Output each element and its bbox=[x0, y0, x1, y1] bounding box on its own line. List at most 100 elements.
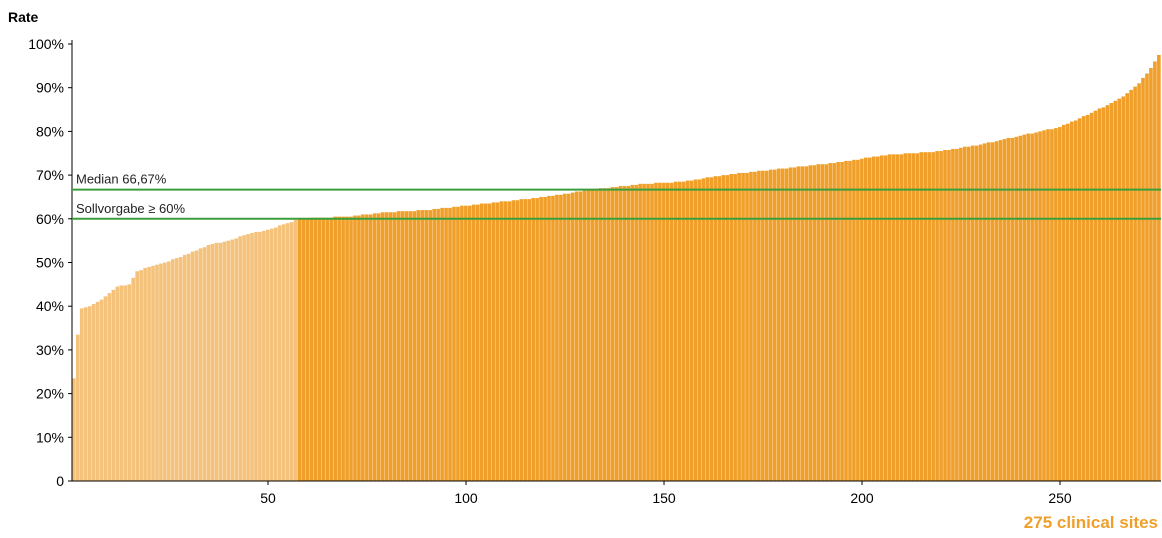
bar-site-224 bbox=[955, 148, 959, 481]
bar-site-266 bbox=[1121, 96, 1126, 481]
bar-site-168 bbox=[733, 174, 737, 481]
reference-lines: Median 66,67% Sollvorgabe ≥ 60% bbox=[72, 172, 1161, 220]
bar-site-192 bbox=[828, 163, 832, 481]
bar-site-70 bbox=[345, 216, 349, 481]
bar-site-97 bbox=[452, 206, 456, 481]
bar-site-246 bbox=[1042, 130, 1046, 481]
bar-site-150 bbox=[662, 182, 666, 481]
bar-site-178 bbox=[772, 169, 777, 481]
bar-site-89 bbox=[420, 210, 425, 481]
bar-site-107 bbox=[491, 202, 496, 481]
bar-site-170 bbox=[741, 172, 745, 482]
bar-site-160 bbox=[701, 178, 706, 481]
bar-site-48 bbox=[258, 231, 262, 481]
bar-site-130 bbox=[582, 190, 587, 481]
bar-site-2 bbox=[75, 334, 80, 481]
bar-site-159 bbox=[697, 179, 702, 481]
bar-site-105 bbox=[483, 203, 488, 481]
bar-site-18 bbox=[139, 270, 143, 481]
bar-site-25 bbox=[167, 261, 171, 481]
bar-site-222 bbox=[947, 149, 951, 481]
bar-site-46 bbox=[250, 233, 254, 481]
bar-site-126 bbox=[567, 193, 571, 482]
bar-site-226 bbox=[963, 146, 967, 481]
bar-site-191 bbox=[824, 164, 829, 481]
bar-site-119 bbox=[539, 196, 543, 481]
bar-site-27 bbox=[174, 258, 179, 481]
bar-site-129 bbox=[578, 191, 583, 482]
bar-site-237 bbox=[1006, 137, 1011, 481]
bar-site-34 bbox=[202, 247, 207, 481]
bar-site-269 bbox=[1133, 86, 1137, 482]
bar-site-68 bbox=[337, 216, 341, 481]
bar-site-80 bbox=[384, 212, 389, 481]
bar-site-233 bbox=[990, 142, 995, 481]
bar-site-44 bbox=[242, 235, 246, 481]
bar-site-76 bbox=[369, 214, 373, 481]
bar-site-182 bbox=[788, 167, 793, 481]
bar-site-240 bbox=[1018, 135, 1023, 481]
bar-site-22 bbox=[155, 264, 159, 481]
x-tick-label: 100 bbox=[454, 490, 478, 506]
bar-site-67 bbox=[333, 216, 337, 481]
bar-site-267 bbox=[1125, 93, 1129, 481]
y-tick-label: 80% bbox=[36, 123, 64, 139]
bar-site-95 bbox=[444, 207, 448, 482]
bar-site-212 bbox=[907, 153, 912, 481]
bar-site-5 bbox=[87, 306, 92, 481]
bar-site-219 bbox=[935, 151, 939, 481]
median-label: Median 66,67% bbox=[76, 172, 167, 187]
bar-site-144 bbox=[638, 183, 642, 481]
bar-site-262 bbox=[1105, 105, 1110, 482]
bar-site-69 bbox=[341, 216, 345, 481]
bar-site-113 bbox=[515, 200, 520, 482]
bar-site-40 bbox=[226, 240, 231, 481]
bar-site-140 bbox=[622, 186, 627, 481]
bar-site-73 bbox=[357, 215, 361, 481]
bar-site-108 bbox=[495, 202, 500, 481]
bar-site-52 bbox=[273, 227, 278, 481]
bar-site-268 bbox=[1129, 89, 1133, 481]
bar-site-75 bbox=[365, 214, 369, 481]
bar-site-153 bbox=[673, 181, 678, 481]
bar-site-206 bbox=[883, 155, 888, 481]
bar-site-24 bbox=[163, 262, 167, 481]
bar-site-43 bbox=[238, 236, 242, 481]
bar-site-151 bbox=[666, 182, 670, 481]
bar-site-202 bbox=[867, 157, 872, 481]
bar-site-149 bbox=[658, 182, 662, 481]
bar-site-77 bbox=[372, 213, 377, 481]
bar-site-23 bbox=[159, 263, 163, 481]
bar-site-79 bbox=[380, 212, 385, 481]
y-tick-label: 10% bbox=[36, 429, 64, 445]
bar-site-260 bbox=[1097, 108, 1102, 482]
bar-site-137 bbox=[610, 187, 615, 481]
bar-site-13 bbox=[119, 285, 124, 481]
bar-site-124 bbox=[559, 194, 563, 481]
bar-site-213 bbox=[911, 153, 916, 481]
bar-site-143 bbox=[634, 184, 638, 481]
bar-site-227 bbox=[966, 146, 971, 481]
bar-site-59 bbox=[301, 218, 306, 482]
bar-site-221 bbox=[943, 149, 947, 481]
bar-site-248 bbox=[1050, 129, 1054, 481]
bar-site-249 bbox=[1054, 128, 1058, 481]
bar-site-210 bbox=[899, 154, 904, 481]
bar-site-125 bbox=[563, 193, 567, 482]
bar-site-84 bbox=[400, 211, 405, 481]
bar-site-49 bbox=[262, 230, 266, 481]
bar-site-235 bbox=[998, 140, 1003, 481]
bar-site-21 bbox=[151, 265, 155, 481]
bar-site-176 bbox=[765, 170, 769, 482]
bar-site-100 bbox=[464, 205, 468, 481]
bar-site-197 bbox=[848, 160, 852, 481]
bar-site-217 bbox=[927, 152, 931, 481]
bar-site-261 bbox=[1101, 107, 1106, 482]
bar-site-51 bbox=[270, 228, 274, 481]
bar-site-57 bbox=[293, 219, 298, 481]
bar-site-104 bbox=[479, 203, 484, 481]
bar-site-78 bbox=[376, 213, 381, 481]
bar-site-274 bbox=[1153, 61, 1157, 481]
bar-site-121 bbox=[547, 195, 551, 482]
bar-site-91 bbox=[428, 210, 433, 481]
